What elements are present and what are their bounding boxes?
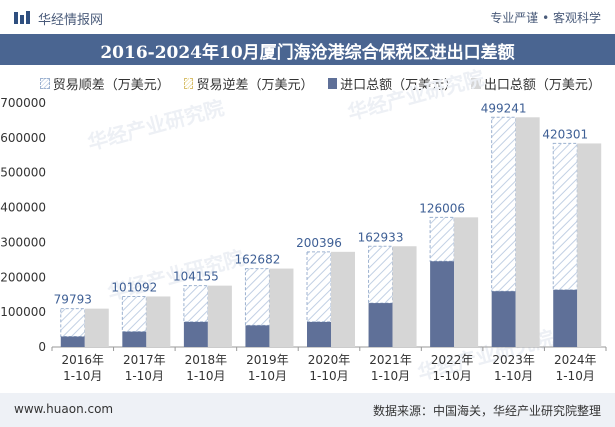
x-tick-label-year: 2019年 xyxy=(246,353,289,367)
y-tick-label: 300000 xyxy=(0,235,46,249)
export-bar xyxy=(269,268,294,347)
balance-data-label: 499241 xyxy=(481,101,527,115)
legend-label-deficit: 贸易顺差（万美元） xyxy=(52,77,170,93)
legend-label-export: 出口总额（万美元） xyxy=(483,77,601,93)
balance-bar xyxy=(429,216,455,262)
balance-data-label: 126006 xyxy=(419,201,465,215)
y-tick-label: 200000 xyxy=(0,270,46,284)
export-bar xyxy=(84,308,109,347)
footer-source: 数据来源：中国海关，华经产业研究院整理 xyxy=(372,404,601,418)
legend-swatch-deficit xyxy=(40,77,50,89)
legend-item-deficit: 贸易顺差（万美元） xyxy=(40,74,170,93)
y-tick-label: 500000 xyxy=(0,166,46,180)
watermark-text: 华经产业研究院 xyxy=(85,95,226,154)
export-bar xyxy=(515,117,540,347)
y-tick-label: 100000 xyxy=(0,305,46,319)
export-bar xyxy=(331,251,355,347)
import-bar xyxy=(553,289,578,347)
x-tick-label-year: 2017年 xyxy=(123,353,166,367)
legend-item-export: 出口总额（万美元） xyxy=(471,74,601,93)
x-tick-label-period: 1-10月 xyxy=(309,369,348,383)
balance-data-label: 101092 xyxy=(111,280,157,294)
x-tick-label-year: 2018年 xyxy=(185,353,228,367)
legend-label-surplus: 贸易逆差（万美元） xyxy=(196,77,314,93)
x-tick-label-period: 1-10月 xyxy=(186,369,225,383)
balance-data-label: 162682 xyxy=(235,253,281,267)
balance-bar xyxy=(306,251,332,323)
import-bar xyxy=(307,321,331,347)
import-bar xyxy=(491,291,516,347)
y-tick-label: 0 xyxy=(38,340,46,354)
import-bar xyxy=(368,303,393,347)
balance-bar xyxy=(183,285,209,323)
title-band xyxy=(0,34,615,65)
x-tick-label-year: 2023年 xyxy=(492,353,535,367)
import-bar xyxy=(245,325,270,347)
balance-bar xyxy=(60,308,86,338)
chart-title: 2016-2024年10月厦门海沧港综合保税区进出口差额 xyxy=(100,43,515,63)
balance-bar xyxy=(121,295,147,333)
export-bar xyxy=(392,246,417,347)
legend-swatch-surplus xyxy=(183,77,194,89)
export-bar xyxy=(454,217,479,347)
balance-data-label: 79793 xyxy=(54,293,92,307)
balance-data-label: 420301 xyxy=(542,127,588,141)
x-tick-label-period: 1-10月 xyxy=(371,369,410,383)
y-tick-label: 400000 xyxy=(0,201,46,215)
balance-bar xyxy=(491,116,517,292)
x-tick-label-year: 2020年 xyxy=(308,353,351,367)
export-bar xyxy=(146,296,171,347)
legend-item-import: 进口总额（万美元） xyxy=(327,74,458,93)
x-tick-label-year: 2024年 xyxy=(554,353,597,367)
import-bar xyxy=(430,261,455,347)
balance-bar xyxy=(552,142,578,291)
tagline: 专业严谨 • 客观科学 xyxy=(490,11,601,25)
legend-item-surplus: 贸易逆差（万美元） xyxy=(183,74,314,93)
balance-data-label: 200396 xyxy=(296,236,342,250)
footer-band xyxy=(0,393,615,427)
import-bar xyxy=(122,331,147,347)
x-tick-label-period: 1-10月 xyxy=(248,369,287,383)
footer-website: www.huaon.com xyxy=(14,402,114,416)
x-tick-label-year: 2021年 xyxy=(369,353,412,367)
balance-data-label: 104155 xyxy=(173,270,219,284)
x-tick-label-year: 2022年 xyxy=(431,353,474,367)
watermark-text: 华经产业研究院 xyxy=(345,65,486,124)
brand-logo-icon xyxy=(14,11,30,24)
top-bar: 华经情报网 专业严谨 • 客观科学 xyxy=(0,0,615,34)
brand-name: 华经情报网 xyxy=(38,13,104,28)
x-tick-label-period: 1-10月 xyxy=(63,369,102,383)
x-tick-label-year: 2016年 xyxy=(62,353,105,367)
import-bar xyxy=(60,336,85,347)
x-tick-label-period: 1-10月 xyxy=(432,369,471,383)
x-tick-label-period: 1-10月 xyxy=(125,369,164,383)
x-tick-label-period: 1-10月 xyxy=(556,369,595,383)
y-tick-label: 700000 xyxy=(0,96,46,110)
y-tick-label: 600000 xyxy=(0,131,46,145)
legend-label-import: 进口总额（万美元） xyxy=(340,77,458,93)
import-bar xyxy=(183,321,208,347)
legend-swatch-export xyxy=(471,77,481,89)
balance-bar xyxy=(244,268,270,326)
x-tick-label-period: 1-10月 xyxy=(494,369,533,383)
export-bar xyxy=(207,285,232,347)
chart-legend: 贸易顺差（万美元） 贸易逆差（万美元） 进口总额（万美元） 出口总额（万美元） xyxy=(40,73,615,93)
export-bar xyxy=(577,143,602,347)
balance-bar xyxy=(368,245,394,304)
balance-data-label: 162933 xyxy=(358,230,404,244)
legend-swatch-import xyxy=(327,77,338,89)
